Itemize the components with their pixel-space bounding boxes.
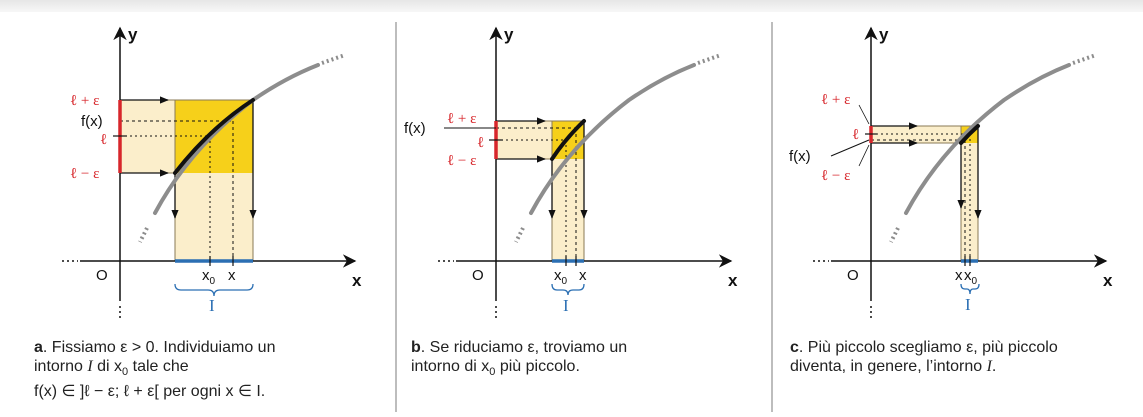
caption-text: . Fissiamo ε > 0. Individuiamo un bbox=[42, 339, 276, 356]
caption-letter: b bbox=[411, 339, 421, 356]
x-label: x bbox=[955, 267, 963, 284]
l-minus-epsilon-label: ℓ − ε bbox=[70, 166, 99, 182]
y-axis-label: y bbox=[504, 25, 514, 44]
panel-b-caption: b. Se riduciamo ε, troviamo un intorno d… bbox=[411, 338, 711, 382]
x-axis-label: x bbox=[352, 271, 362, 290]
caption-text: intorno bbox=[34, 358, 88, 375]
origin-label: O bbox=[847, 267, 859, 284]
caption-letter: a bbox=[34, 339, 43, 356]
horizontal-band bbox=[496, 121, 552, 159]
caption-text: diventa, in genere, l’intorno bbox=[790, 358, 987, 375]
function-curve bbox=[904, 63, 1071, 215]
l-label: ℓ bbox=[852, 127, 859, 143]
caption-text: f(x) ∈ ]ℓ − ε; ℓ + ε[ per ogni x ∈ I. bbox=[34, 383, 266, 401]
y-axis-label: y bbox=[128, 25, 138, 44]
fx-leader-line bbox=[830, 139, 870, 157]
interval-brace bbox=[174, 283, 254, 297]
curve-segment-highlight bbox=[173, 98, 255, 175]
panel-b: y x O ℓ + ε f(x) ℓ ℓ − ε x0 x I b. Se ri… bbox=[376, 18, 756, 417]
fx-label: f(x) bbox=[404, 120, 426, 137]
caption-subscript: 0 bbox=[489, 366, 496, 379]
l-label: ℓ bbox=[100, 132, 107, 148]
caption-line: a. Fissiamo ε > 0. Individuiamo un bbox=[34, 338, 334, 357]
panel-divider bbox=[771, 22, 773, 412]
vertical-band bbox=[175, 173, 253, 261]
panel-a: y x O ℓ + ε f(x) ℓ ℓ − ε x0 x I a. Fissi… bbox=[0, 18, 380, 417]
caption-text: . Più piccolo scegliamo ε, più piccolo bbox=[798, 339, 1058, 356]
x-label: x bbox=[228, 267, 236, 284]
l-minus-epsilon-label: ℓ − ε bbox=[447, 153, 476, 169]
interval-label: I bbox=[209, 296, 215, 315]
x-label: x bbox=[579, 267, 587, 284]
panel-c: y x O ℓ + ε ℓ f(x) ℓ − ε x x0 I c. Più p… bbox=[751, 18, 1131, 417]
panel-a-diagram: y x O ℓ + ε f(x) ℓ ℓ − ε x0 x I bbox=[62, 25, 362, 318]
caption-text: di x bbox=[92, 358, 123, 375]
function-curve bbox=[529, 63, 696, 215]
panel-b-diagram: y x O ℓ + ε f(x) ℓ ℓ − ε x0 x I bbox=[404, 25, 738, 318]
x-axis-label: x bbox=[1103, 271, 1113, 290]
caption-text: I bbox=[986, 358, 992, 375]
x0-label: x0 bbox=[964, 267, 978, 287]
interval-label: I bbox=[965, 295, 971, 314]
x0-label: x0 bbox=[202, 267, 216, 287]
caption-line: intorno I di x0 tale che bbox=[34, 357, 334, 382]
l-minus-epsilon-label: ℓ − ε bbox=[821, 168, 850, 184]
caption-line: intorno di x0 più piccolo. bbox=[411, 357, 711, 382]
origin-label: O bbox=[96, 267, 108, 284]
function-curve-dotted bbox=[697, 53, 722, 65]
caption-text: più piccolo. bbox=[495, 358, 580, 375]
interval-label: I bbox=[563, 296, 569, 315]
caption-subscript: 0 bbox=[122, 366, 129, 379]
fx-label: f(x) bbox=[789, 148, 811, 165]
l-plus-epsilon-label: ℓ + ε bbox=[70, 93, 99, 109]
l-label: ℓ bbox=[477, 135, 484, 151]
caption-line: diventa, in genere, l’intorno I. bbox=[790, 357, 1130, 376]
function-curve-dotted bbox=[1072, 53, 1097, 65]
top-bar bbox=[0, 0, 1143, 12]
leader-line bbox=[858, 104, 870, 125]
leader-line bbox=[858, 144, 870, 167]
x0-label: x0 bbox=[554, 267, 568, 287]
caption-letter: c bbox=[790, 339, 799, 356]
panel-a-caption: a. Fissiamo ε > 0. Individuiamo un intor… bbox=[34, 338, 334, 401]
y-axis-label: y bbox=[879, 25, 889, 44]
panel-c-diagram: y x O ℓ + ε ℓ f(x) ℓ − ε x x0 I bbox=[789, 25, 1113, 318]
l-plus-epsilon-label: ℓ + ε bbox=[821, 92, 850, 108]
caption-line: b. Se riduciamo ε, troviamo un bbox=[411, 338, 711, 357]
l-plus-epsilon-label: ℓ + ε bbox=[447, 111, 476, 127]
origin-label: O bbox=[472, 267, 484, 284]
curve-segment-highlight bbox=[959, 124, 980, 145]
curve-segment-highlight bbox=[550, 119, 586, 161]
function-curve-dotted bbox=[889, 227, 900, 243]
panel-divider bbox=[395, 22, 397, 412]
caption-text: . bbox=[991, 358, 997, 375]
vertical-band bbox=[552, 159, 584, 261]
caption-line: f(x) ∈ ]ℓ − ε; ℓ + ε[ per ogni x ∈ I. bbox=[34, 382, 334, 401]
interval-brace bbox=[551, 283, 585, 296]
panel-c-caption: c. Più piccolo scegliamo ε, più piccolo … bbox=[790, 338, 1130, 376]
caption-text: . Se riduciamo ε, troviamo un bbox=[420, 339, 628, 356]
function-curve-dotted bbox=[514, 227, 525, 243]
caption-text: tale che bbox=[128, 358, 189, 375]
fx-label: f(x) bbox=[81, 113, 103, 130]
function-curve-dotted bbox=[321, 53, 346, 65]
x-axis-label: x bbox=[728, 271, 738, 290]
interval-brace bbox=[960, 283, 980, 295]
caption-text: intorno di x bbox=[411, 358, 490, 375]
function-curve-dotted bbox=[138, 227, 149, 243]
caption-text: I bbox=[87, 358, 93, 375]
caption-line: c. Più piccolo scegliamo ε, più piccolo bbox=[790, 338, 1130, 357]
